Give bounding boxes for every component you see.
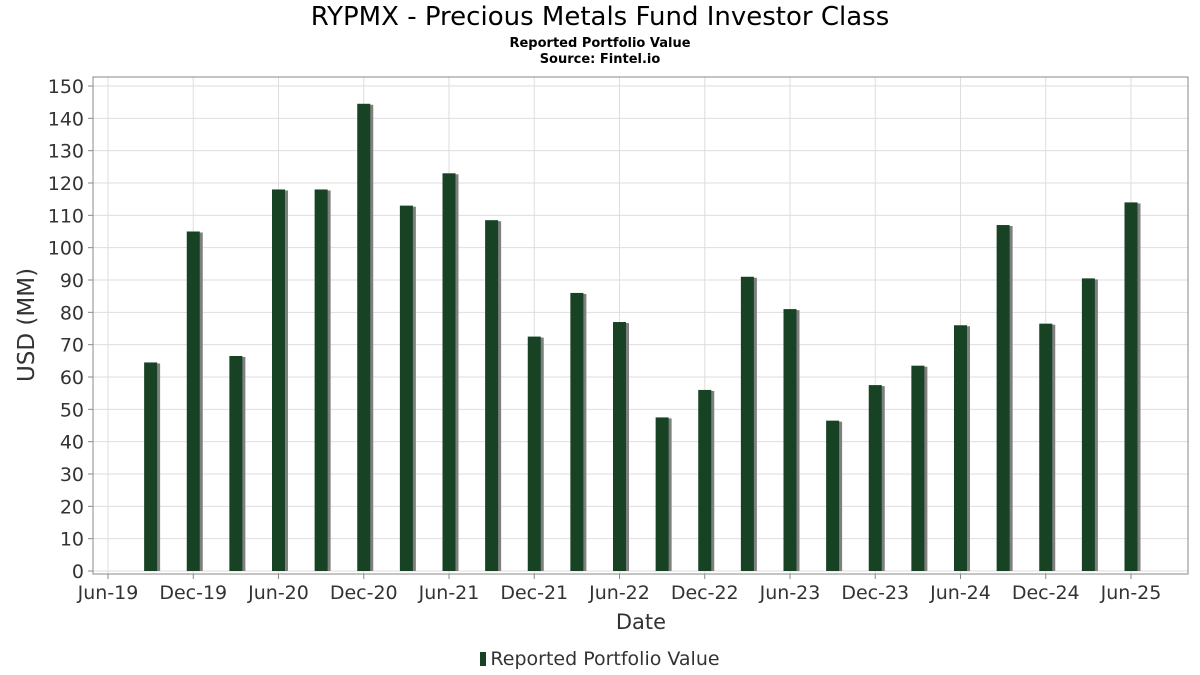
bar: [186, 231, 200, 571]
x-tick-label: Jun-24: [929, 582, 991, 604]
y-tick-label: 100: [48, 238, 84, 260]
y-tick-label: 150: [48, 76, 84, 98]
bar: [868, 385, 882, 571]
y-axis-label: USD (MM): [14, 268, 40, 382]
y-tick-label: 70: [60, 335, 84, 357]
bar: [911, 365, 925, 571]
bar: [442, 173, 456, 572]
bar: [1039, 323, 1053, 571]
bar: [783, 309, 797, 571]
legend-label: Reported Portfolio Value: [490, 648, 720, 670]
bar: [954, 325, 967, 571]
y-tick-label: 0: [72, 561, 84, 583]
y-tick-label: 80: [60, 302, 84, 324]
y-tick-label: 50: [60, 399, 84, 421]
x-tick-label: Jun-21: [418, 582, 480, 604]
bar: [272, 189, 285, 571]
axes: 0 10 20 30 40 50 60 70 80 90 100 110 120 130 140 150 Jun…: [48, 76, 1189, 604]
x-tick-label: Jun-23: [759, 582, 821, 604]
bar: [570, 292, 584, 571]
y-tick-label: 120: [48, 173, 84, 195]
x-axis-label: Date: [616, 610, 666, 634]
bars: [144, 103, 1141, 572]
y-tick-label: 110: [48, 205, 84, 227]
y-tick-label: 20: [60, 496, 84, 518]
chart-source: Source: Fintel.io: [539, 52, 661, 67]
bar-chart: 0 10 20 30 40 50 60 70 80 90 100 110 120 130 140 150 Jun…: [14, 76, 1189, 634]
bar: [357, 103, 371, 572]
y-tick-label: 90: [60, 270, 84, 292]
legend: Reported Portfolio Value: [0, 648, 1200, 670]
chart-subtitle: Reported Portfolio Value: [509, 36, 691, 51]
bar: [655, 417, 669, 571]
bar: [485, 220, 499, 571]
x-tick-label: Jun-25: [1100, 582, 1162, 604]
bar: [144, 362, 158, 571]
bar: [826, 420, 840, 571]
x-tick-label: Jun-19: [77, 582, 139, 604]
x-tick-label: Dec-21: [500, 582, 568, 604]
bar: [698, 389, 712, 571]
x-tick-label: Dec-23: [841, 582, 909, 604]
y-tick-label: 60: [60, 367, 84, 389]
bar: [399, 205, 413, 571]
plot-area: [93, 77, 1188, 574]
y-tick-label: 40: [60, 432, 84, 454]
x-tick-label: Dec-22: [671, 582, 739, 604]
grid-lines: [93, 77, 1188, 574]
x-tick-label: Dec-20: [330, 582, 398, 604]
chart-title: RYPMX - Precious Metals Fund Investor Cl…: [310, 2, 890, 32]
bar: [740, 276, 754, 571]
bar: [314, 189, 328, 571]
x-tick-label: Dec-19: [159, 582, 227, 604]
y-tick-label: 140: [48, 108, 84, 130]
x-tick-label: Jun-22: [588, 582, 650, 604]
bar: [996, 225, 1010, 572]
x-tick-label: Jun-20: [247, 582, 309, 604]
bar: [527, 336, 541, 571]
x-tick-label: Dec-24: [1012, 582, 1080, 604]
plot-border: [92, 76, 1189, 575]
bar: [1124, 202, 1138, 571]
bar: [1081, 278, 1095, 571]
bar: [613, 322, 626, 571]
bar: [229, 355, 243, 571]
y-tick-label: 130: [48, 141, 84, 163]
y-tick-label: 30: [60, 464, 84, 486]
y-tick-label: 10: [60, 529, 84, 551]
legend-swatch: [480, 652, 487, 666]
